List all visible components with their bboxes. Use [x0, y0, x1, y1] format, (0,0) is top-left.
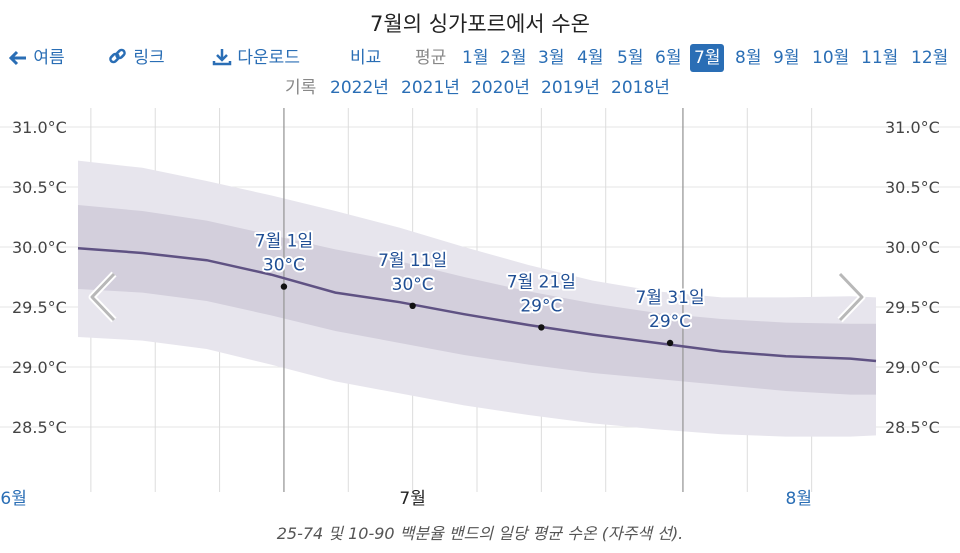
month-link-3[interactable]: 3월 — [538, 48, 565, 68]
annotation-halo: 7월 21일 — [507, 272, 576, 292]
month-link-7[interactable]: 7월 — [690, 44, 725, 72]
month-link-10[interactable]: 10월 — [812, 48, 850, 68]
annotation-point — [280, 283, 288, 290]
month-link-4[interactable]: 4월 — [577, 48, 604, 68]
year-link-2018년[interactable]: 2018년 — [611, 78, 670, 98]
year-link-2022년[interactable]: 2022년 — [330, 78, 389, 98]
y-tick-label-left: 31.0°C — [12, 118, 67, 137]
x-month-label: 8월 — [786, 489, 812, 509]
y-tick-label-right: 29.0°C — [885, 358, 940, 377]
annotation-point — [538, 324, 545, 331]
y-tick-label-right: 30.0°C — [885, 238, 940, 257]
y-tick-label-left: 29.0°C — [12, 358, 67, 377]
annotation-value-label: 29°C — [520, 296, 562, 316]
year-link-2019년[interactable]: 2019년 — [541, 78, 600, 98]
annotation-halo: 7월 11일 — [378, 251, 447, 271]
y-tick-label-right: 30.5°C — [885, 178, 940, 197]
band-25-75 — [78, 205, 876, 395]
annotation-date-label: 7월 31일 — [635, 288, 704, 308]
back-label: 여름 — [33, 48, 65, 68]
year-link-2020년[interactable]: 2020년 — [471, 78, 530, 98]
chart-caption: 25-74 및 10-90 백분율 밴드의 일당 평균 수온 (자주색 선). — [276, 524, 684, 543]
month-link-1[interactable]: 1월 — [462, 48, 489, 68]
month-link-8[interactable]: 8월 — [735, 48, 762, 68]
y-tick-label-left: 30.0°C — [12, 238, 67, 257]
link-icon — [109, 48, 126, 64]
y-tick-label-right: 29.5°C — [885, 298, 940, 317]
compare-link[interactable]: 비교 — [350, 48, 382, 68]
download-icon — [212, 49, 232, 66]
annotation-value-label: 30°C — [263, 256, 305, 276]
prev-arrow[interactable] — [86, 270, 120, 328]
x-month-label: 6월 — [0, 489, 26, 509]
annotation-value-label: 29°C — [649, 312, 691, 332]
annotation-halo: 29°C — [649, 312, 691, 332]
download-label: 다운로드 — [237, 48, 300, 68]
link-label: 링크 — [133, 48, 165, 68]
arrow-left-icon — [8, 50, 26, 66]
year-link-2021년[interactable]: 2021년 — [401, 78, 460, 98]
month-link-2[interactable]: 2월 — [500, 48, 527, 68]
annotation-date-label: 7월 11일 — [378, 251, 447, 271]
next-arrow[interactable] — [834, 270, 868, 328]
y-tick-label-left: 29.5°C — [12, 298, 67, 317]
y-tick-label-right: 31.0°C — [885, 118, 940, 137]
month-link-11[interactable]: 11월 — [861, 48, 899, 68]
mean-temperature-line — [77, 246, 877, 363]
average-label: 평균 — [415, 48, 447, 68]
y-tick-label-left: 28.5°C — [12, 418, 67, 437]
month-link-12[interactable]: 12월 — [911, 48, 949, 68]
chevron-left-icon — [88, 271, 117, 323]
annotation-halo: 30°C — [392, 275, 434, 295]
annotation-halo: 30°C — [263, 256, 305, 276]
y-tick-label-right: 28.5°C — [885, 418, 940, 437]
nav-bar: 여름 링크 다운로드 비교 평균 1월 2월 3월 4월 5월 6월 7월 8월 9월 10월 11… — [0, 44, 960, 72]
annotation-date-label: 7월 1일 — [255, 232, 313, 252]
annotation-value-label: 30°C — [392, 275, 434, 295]
back-link[interactable]: 여름 — [8, 44, 65, 72]
page-title: 7월의 싱가포르에서 수온 — [370, 12, 590, 36]
chevron-right-icon — [837, 271, 866, 323]
annotation-halo: 7월 1일 — [255, 232, 313, 252]
annotation-halo: 7월 31일 — [635, 288, 704, 308]
month-link-5[interactable]: 5월 — [617, 48, 644, 68]
download-button[interactable]: 다운로드 — [212, 44, 300, 72]
annotation-date-label: 7월 21일 — [507, 272, 576, 292]
month-link-9[interactable]: 9월 — [773, 48, 800, 68]
annotation-point — [409, 302, 416, 309]
link-button[interactable]: 링크 — [108, 44, 165, 72]
month-link-6[interactable]: 6월 — [655, 48, 682, 68]
records-label: 기록 — [285, 78, 317, 98]
annotation-point — [666, 339, 674, 347]
records-bar: 기록 2022년 2021년 2020년 2019년 2018년 — [0, 76, 960, 102]
annotation-halo: 29°C — [520, 296, 562, 316]
x-month-label: 7월 — [399, 489, 425, 509]
y-tick-label-left: 30.5°C — [12, 178, 67, 197]
